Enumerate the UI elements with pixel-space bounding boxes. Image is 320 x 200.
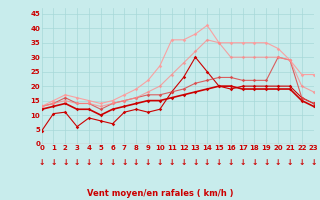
Text: ↓: ↓ — [216, 158, 222, 167]
Text: ↓: ↓ — [251, 158, 258, 167]
Text: ↓: ↓ — [86, 158, 92, 167]
Text: ↓: ↓ — [38, 158, 45, 167]
Text: ↓: ↓ — [157, 158, 163, 167]
Text: ↓: ↓ — [180, 158, 187, 167]
Text: ↓: ↓ — [121, 158, 128, 167]
Text: ↓: ↓ — [263, 158, 269, 167]
Text: ↓: ↓ — [275, 158, 281, 167]
Text: Vent moyen/en rafales ( km/h ): Vent moyen/en rafales ( km/h ) — [87, 189, 233, 198]
Text: ↓: ↓ — [109, 158, 116, 167]
Text: ↓: ↓ — [169, 158, 175, 167]
Text: ↓: ↓ — [204, 158, 210, 167]
Text: ↓: ↓ — [50, 158, 57, 167]
Text: ↓: ↓ — [62, 158, 68, 167]
Text: ↓: ↓ — [145, 158, 151, 167]
Text: ↓: ↓ — [98, 158, 104, 167]
Text: ↓: ↓ — [133, 158, 140, 167]
Text: ↓: ↓ — [287, 158, 293, 167]
Text: ↓: ↓ — [239, 158, 246, 167]
Text: ↓: ↓ — [192, 158, 198, 167]
Text: ↓: ↓ — [310, 158, 317, 167]
Text: ↓: ↓ — [74, 158, 80, 167]
Text: ↓: ↓ — [228, 158, 234, 167]
Text: ↓: ↓ — [299, 158, 305, 167]
